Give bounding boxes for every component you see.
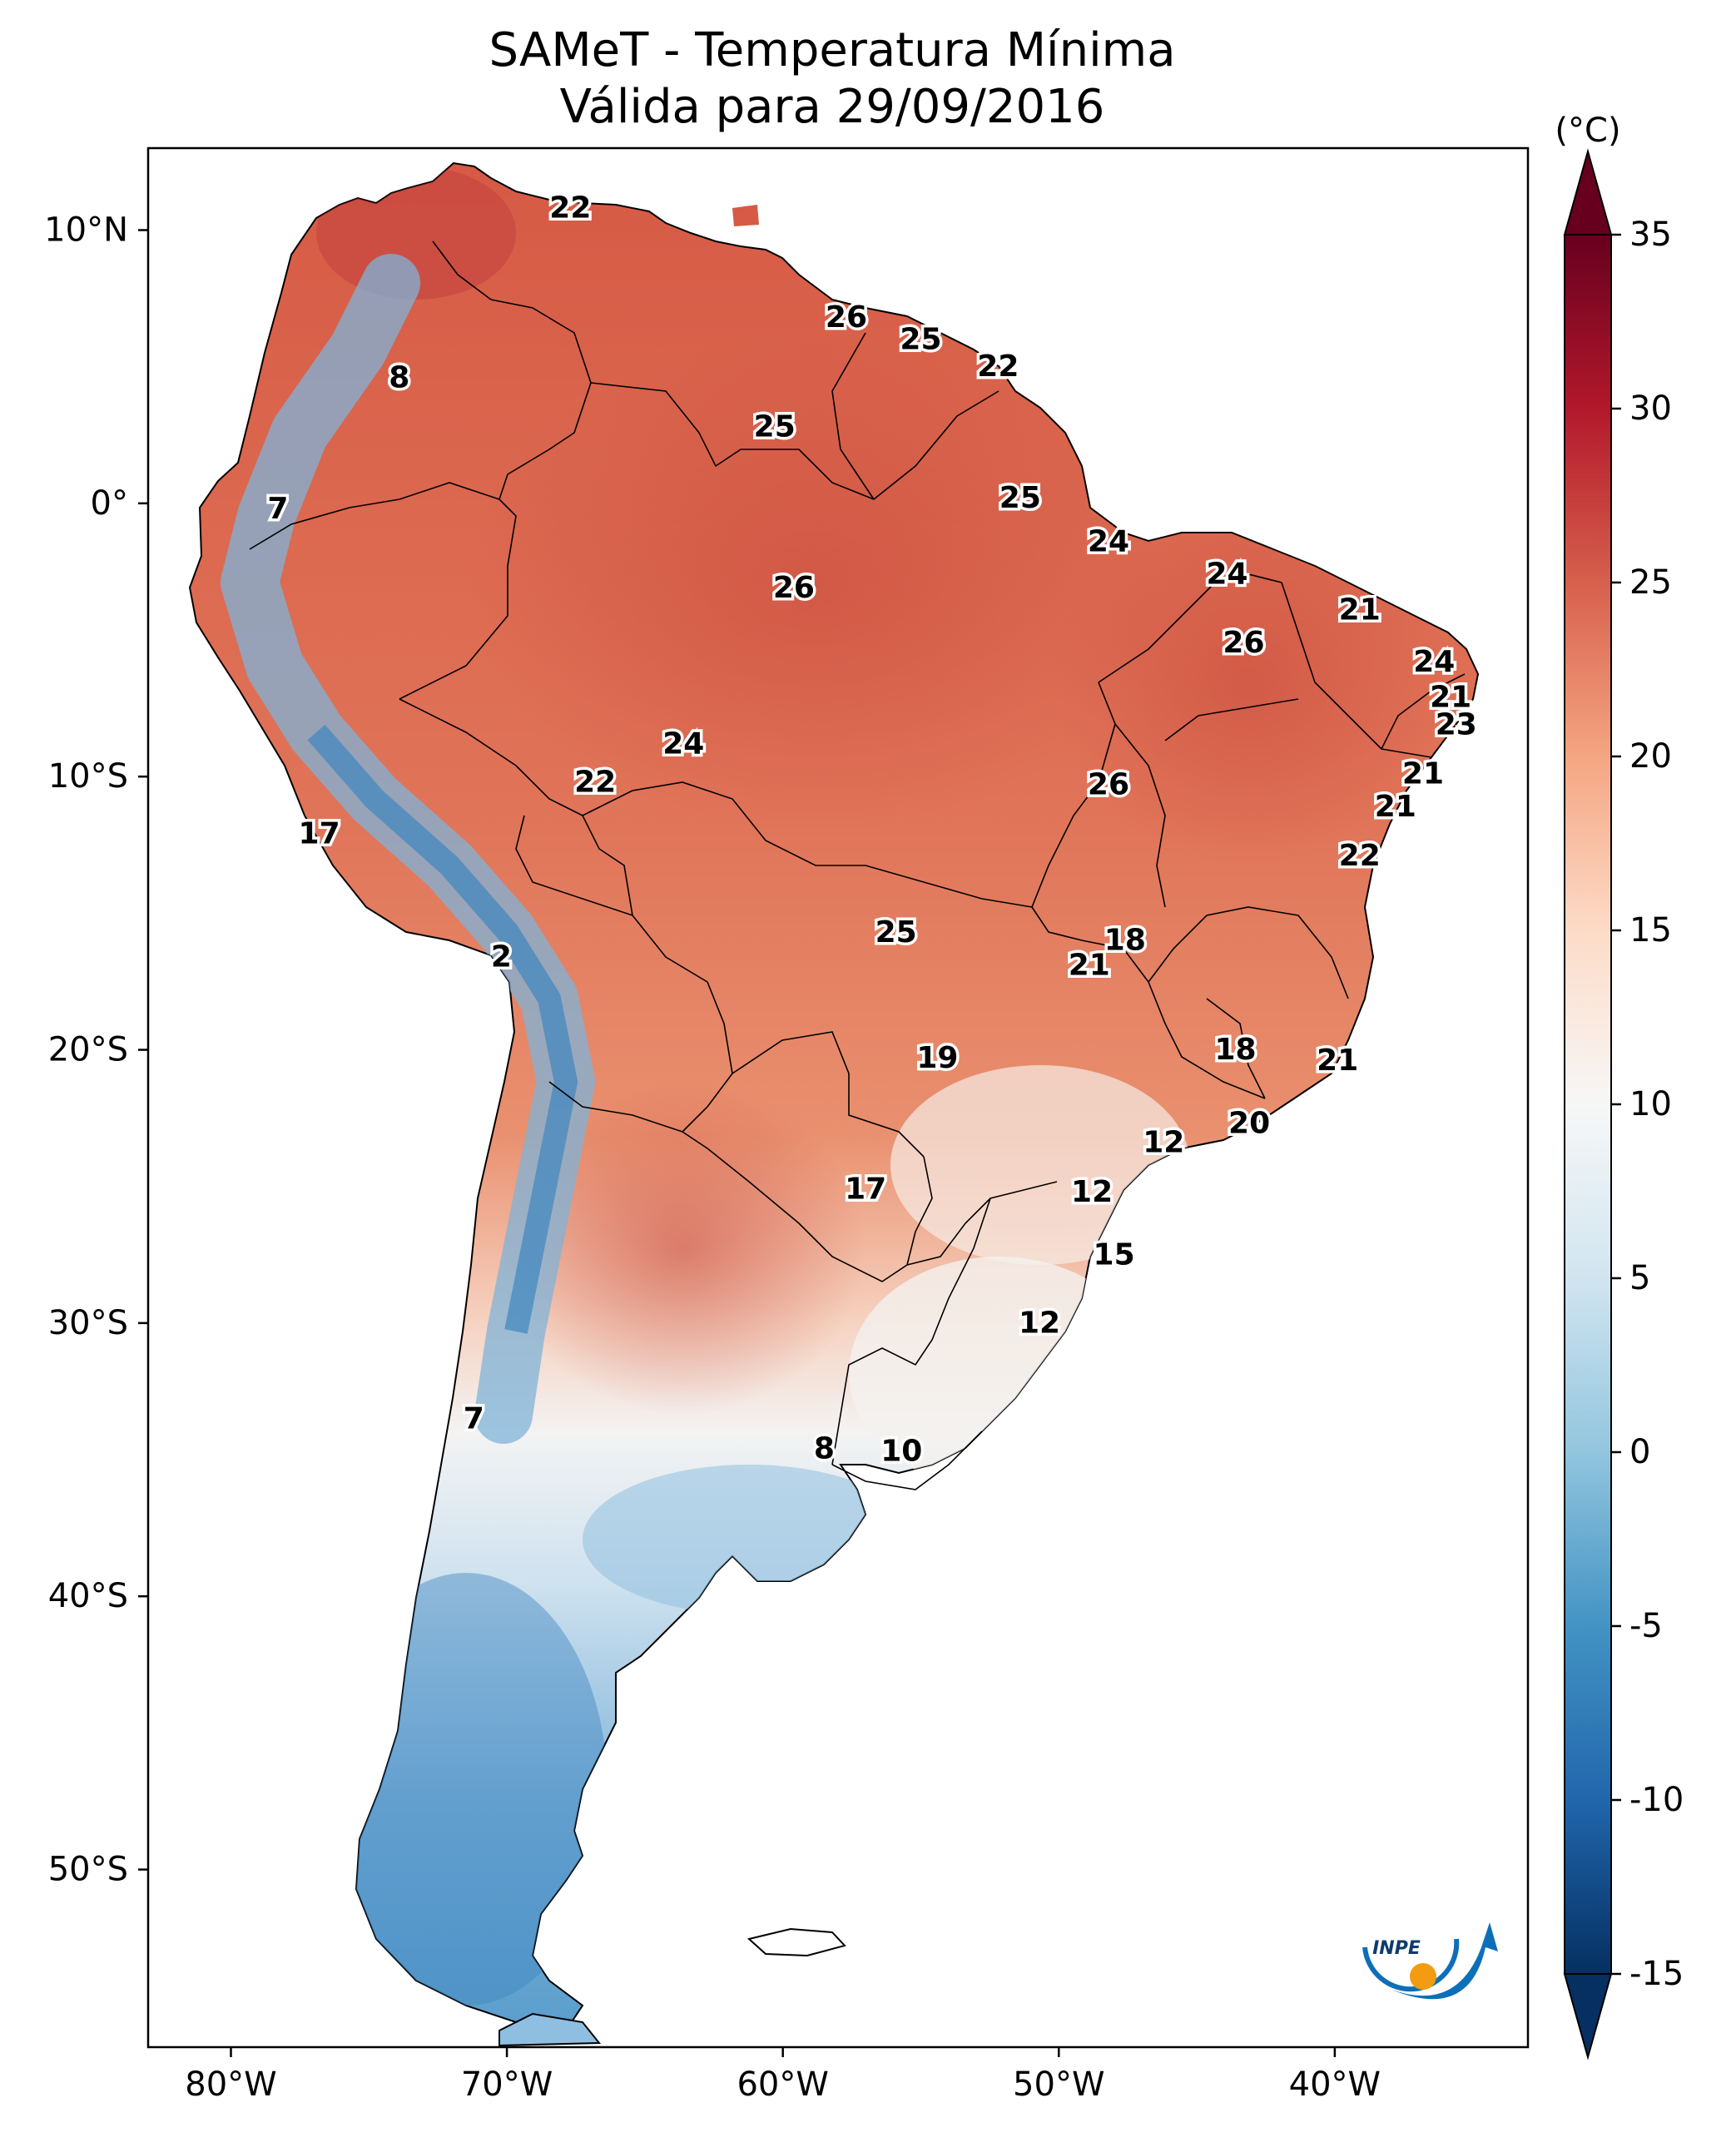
temperature-value-label: 20: [1228, 1107, 1270, 1141]
temperature-value-label: 26: [1088, 768, 1129, 802]
temperature-value-label: 18: [1214, 1033, 1256, 1067]
temperature-value-label: 12: [1019, 1306, 1060, 1340]
y-tick-label: 10°S: [48, 757, 128, 796]
colorbar-tick-label: 35: [1629, 216, 1672, 254]
temperature-value-label: 15: [1094, 1237, 1135, 1272]
temperature-value-label: 26: [773, 571, 815, 605]
temperature-field: [188, 161, 1480, 2047]
colorbar-unit: (°C): [1555, 112, 1620, 150]
x-axis: 80°W 70°W 60°W 50°W 40°W: [185, 2047, 1381, 2104]
temperature-value-label: 22: [574, 765, 616, 799]
temperature-value-label: 7: [464, 1401, 484, 1435]
logo-ring: [1362, 1938, 1460, 1992]
x-tick-label: 50°W: [1013, 2065, 1104, 2104]
falkland-islands: [746, 1927, 846, 1957]
y-tick-label: 40°S: [48, 1577, 128, 1615]
temperature-value-label: 24: [1207, 558, 1248, 592]
temperature-value-label: 12: [1071, 1175, 1113, 1209]
temperature-value-label: 7: [267, 492, 288, 526]
colorbar-max-arrow: [1563, 148, 1613, 236]
temperature-value-label: 23: [1436, 707, 1477, 741]
temperature-value-label: 22: [549, 191, 591, 226]
temperature-value-label: 25: [754, 409, 796, 444]
colorbar-tick-label: 15: [1629, 911, 1672, 950]
temperature-value-label: 17: [299, 817, 340, 851]
temperature-value-label: 21: [1402, 756, 1444, 791]
x-tick-label: 70°W: [461, 2065, 553, 2104]
colorbar-tick-label: -15: [1629, 1955, 1684, 1993]
temperature-value-label: 24: [1088, 524, 1129, 558]
logo-dot: [1410, 1963, 1436, 1990]
inpe-logo: INPE: [1362, 1922, 1498, 2000]
y-tick-label: 10°N: [44, 211, 128, 250]
colorbar-tick-label: 10: [1629, 1085, 1672, 1123]
tierra-del-fuego: [498, 2012, 602, 2047]
temperature-value-label: 21: [1375, 790, 1416, 824]
temperature-value-label: 17: [845, 1172, 886, 1206]
temperature-value-label: 24: [662, 726, 704, 761]
country-borders: [249, 240, 1466, 1490]
y-tick-label: 0°: [91, 484, 128, 523]
colorbar-tick-label: -10: [1629, 1781, 1684, 1819]
map-title: SAMeT - Temperatura Mínima: [489, 23, 1176, 77]
temperature-value-label: 25: [999, 481, 1041, 515]
trinidad-island: [732, 205, 759, 226]
temperature-value-label: 26: [826, 300, 867, 335]
temperature-value-label: 22: [1339, 839, 1381, 873]
map-subtitle: Válida para 29/09/2016: [559, 80, 1105, 134]
x-tick-label: 40°W: [1289, 2065, 1381, 2104]
colorbar-min-arrow: [1563, 1973, 1613, 2060]
y-tick-label: 20°S: [48, 1031, 128, 1069]
temperature-value-label: 2: [491, 940, 512, 974]
temperature-value-label: 25: [875, 915, 917, 950]
temperature-value-label: 22: [977, 350, 1019, 384]
colorbar-tick-label: 30: [1629, 389, 1672, 428]
temperature-value-label: 21: [1339, 593, 1381, 627]
x-tick-label: 60°W: [737, 2065, 828, 2104]
temperature-value-label: 21: [1317, 1044, 1358, 1078]
temperature-value-label: 21: [1069, 948, 1110, 982]
temperature-value-label: 18: [1104, 924, 1146, 958]
temperature-value-label: 8: [814, 1431, 835, 1465]
temperature-value-label: 12: [1143, 1126, 1184, 1160]
colorbar-tick-label: 5: [1629, 1259, 1650, 1297]
colorbar-tick-label: 25: [1629, 563, 1672, 602]
colorbar-tick-label: 20: [1629, 737, 1672, 776]
temperature-value-label: 26: [1223, 626, 1264, 660]
temperature-value-label: 25: [900, 322, 941, 356]
logo-text: INPE: [1372, 1938, 1421, 1959]
colorbar: (°C) 35 30 25 20 15 10 5 0 -5 -10 -15: [1555, 112, 1684, 2060]
y-tick-label: 30°S: [48, 1304, 128, 1342]
colorbar-scale: [1564, 234, 1612, 1975]
y-tick-label: 50°S: [48, 1851, 128, 1889]
colorbar-tick-label: -5: [1629, 1607, 1663, 1645]
temperature-value-label: 19: [916, 1041, 958, 1075]
logo-arrow-icon: [1390, 1922, 1498, 2000]
temperature-value-label: 21: [1430, 680, 1471, 714]
colorbar-tick-label: 0: [1629, 1433, 1650, 1471]
x-tick-label: 80°W: [185, 2065, 276, 2104]
temperature-value-label: 24: [1413, 645, 1455, 679]
y-axis: 10°N 0° 10°S 20°S 30°S 40°S 50°S: [44, 211, 148, 1889]
temperature-value-label: 10: [880, 1435, 922, 1469]
temperature-value-label: 8: [389, 360, 409, 394]
